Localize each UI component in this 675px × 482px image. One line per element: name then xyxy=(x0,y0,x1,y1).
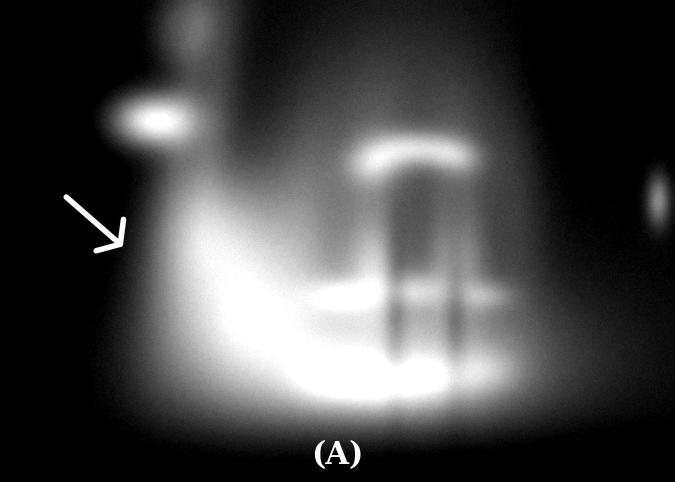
Text: (A): (A) xyxy=(311,440,364,471)
